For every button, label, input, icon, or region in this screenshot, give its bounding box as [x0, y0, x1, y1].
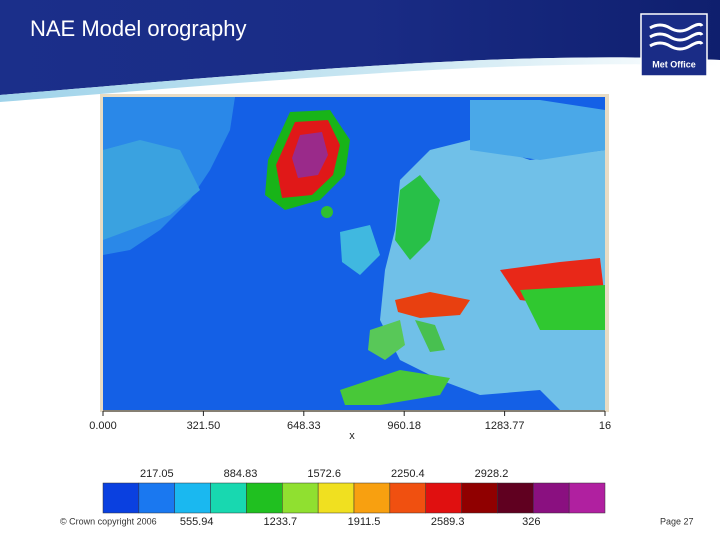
land-atlas [340, 370, 450, 405]
logo-wave [649, 31, 704, 42]
x-axis-label: x [349, 430, 355, 442]
copyright: © Crown copyright 2006 [60, 516, 157, 526]
x-ticks: 0.000 321.50 648.33 960.18 1283.77 16 [89, 411, 611, 432]
x-tick-label: 1283.77 [485, 420, 525, 432]
colorbar-swatch [317, 482, 355, 514]
colorbar-upper-label: 217.05 [140, 468, 174, 480]
x-tick-label: 321.50 [187, 420, 221, 432]
colorbar-lower-label: 1911.5 [348, 516, 381, 528]
header-band [0, 0, 720, 95]
map: 0.000 321.50 648.33 960.18 1283.77 16 x [89, 94, 611, 442]
x-tick-label: 648.33 [287, 420, 321, 432]
land-canada-high [103, 140, 200, 240]
land-italy [415, 320, 445, 352]
logo-wave [649, 22, 704, 33]
greenland-peak [292, 132, 328, 178]
colorbar-swatch [425, 482, 462, 514]
colorbar-swatch [389, 482, 426, 514]
page-number: Page 27 [660, 516, 694, 526]
logo-text: Met Office [652, 59, 696, 69]
colorbar-upper-label: 884.83 [224, 468, 258, 480]
land-iceland [321, 206, 333, 218]
colorbar-swatch [568, 482, 606, 514]
land-iberia [368, 320, 405, 360]
colorbar-swatch [138, 482, 175, 514]
colorbar-swatch [102, 482, 140, 514]
logo: Met Office [640, 13, 708, 77]
colorbar-lower-label: 326 [522, 516, 540, 528]
x-tick-label: 960.18 [387, 420, 421, 432]
colorbar-swatch [174, 482, 211, 514]
colorbar-labels: 217.05 884.83 1572.6 2250.4 2928.2 555.94 1233… [140, 468, 541, 528]
colorbar: 217.05 884.83 1572.6 2250.4 2928.2 555.94 1233… [102, 468, 606, 528]
colorbar-upper-label: 2250.4 [391, 468, 425, 480]
land-scandinavia [395, 175, 440, 260]
land-scandinavia-north [470, 100, 605, 160]
colorbar-swatches [102, 482, 606, 514]
colorbar-swatch [282, 482, 319, 514]
colorbar-swatch [461, 482, 498, 514]
colorbar-swatch [353, 482, 391, 514]
colorbar-swatch [497, 482, 534, 514]
land-britain [340, 225, 380, 275]
colorbar-lower-label: 555.94 [180, 516, 214, 528]
x-tick-label: 16 [599, 420, 611, 432]
header: NAE Model orography Met Office [0, 0, 720, 102]
x-tick-label: 0.000 [89, 420, 117, 432]
colorbar-swatch [210, 482, 247, 514]
colorbar-swatch [533, 482, 570, 514]
colorbar-swatch [246, 482, 283, 514]
logo-wave [649, 40, 704, 51]
colorbar-lower-label: 2589.3 [431, 516, 465, 528]
title: NAE Model orography [30, 16, 246, 41]
colorbar-lower-label: 1233.7 [264, 516, 298, 528]
land-alps [395, 292, 470, 318]
land-turkey [520, 285, 605, 330]
colorbar-upper-label: 2928.2 [475, 468, 509, 480]
colorbar-upper-label: 1572.6 [307, 468, 341, 480]
